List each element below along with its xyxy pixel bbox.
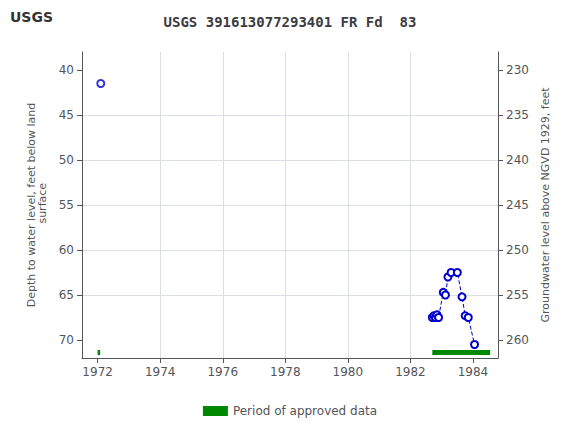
svg-text:USGS: USGS	[10, 9, 53, 25]
svg-text:1982: 1982	[395, 365, 426, 379]
svg-text:45: 45	[59, 108, 74, 122]
svg-text:1976: 1976	[207, 365, 238, 379]
svg-text:230: 230	[506, 63, 529, 77]
svg-text:40: 40	[59, 63, 74, 77]
svg-text:60: 60	[59, 243, 74, 257]
svg-text:1980: 1980	[333, 365, 364, 379]
svg-text:1984: 1984	[458, 365, 489, 379]
svg-text:245: 245	[506, 198, 529, 212]
svg-text:USGS 391613077293401 FR Fd 83: USGS 391613077293401 FR Fd 83	[164, 14, 417, 30]
svg-text:Depth to water level, feet bel: Depth to water level, feet below land	[24, 102, 38, 308]
svg-text:240: 240	[506, 153, 529, 167]
svg-text:70: 70	[59, 333, 74, 347]
svg-text:250: 250	[506, 243, 529, 257]
svg-text:1972: 1972	[82, 365, 113, 379]
svg-text:1978: 1978	[270, 365, 301, 379]
svg-text:Period of approved data: Period of approved data	[233, 404, 377, 418]
svg-text:255: 255	[506, 288, 529, 302]
svg-text:1974: 1974	[145, 365, 176, 379]
svg-text:65: 65	[59, 288, 74, 302]
svg-text:Groundwater level above NGVD 1: Groundwater level above NGVD 1929, feet	[539, 87, 552, 323]
svg-text:50: 50	[59, 153, 74, 167]
svg-text:235: 235	[506, 108, 529, 122]
svg-text:260: 260	[506, 333, 529, 347]
svg-text:55: 55	[59, 198, 74, 212]
svg-text:surface: surface	[36, 183, 49, 227]
